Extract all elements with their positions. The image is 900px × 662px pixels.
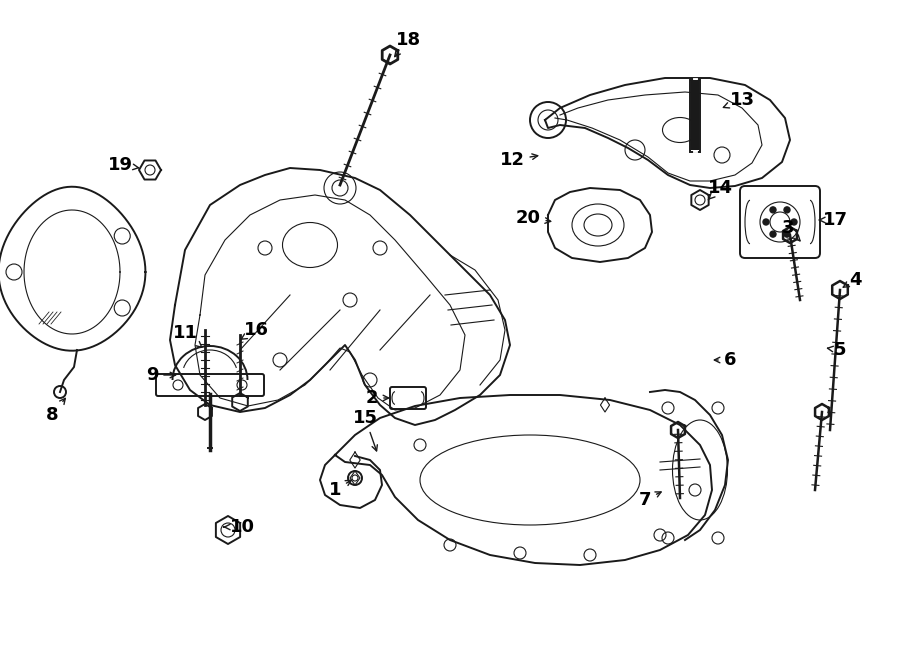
Text: 16: 16 xyxy=(240,321,268,340)
Text: 4: 4 xyxy=(843,271,861,289)
Circle shape xyxy=(791,219,797,225)
Text: 9: 9 xyxy=(146,366,176,384)
Text: 14: 14 xyxy=(707,179,733,200)
Circle shape xyxy=(770,207,776,213)
Text: 18: 18 xyxy=(395,31,420,57)
Text: 13: 13 xyxy=(724,91,754,109)
Text: 10: 10 xyxy=(224,518,255,536)
Text: 3: 3 xyxy=(782,219,800,241)
Circle shape xyxy=(763,219,769,225)
Text: 19: 19 xyxy=(107,156,139,174)
Text: 20: 20 xyxy=(516,209,551,227)
Text: 6: 6 xyxy=(715,351,736,369)
Text: 5: 5 xyxy=(827,341,846,359)
Circle shape xyxy=(770,231,776,237)
Bar xyxy=(690,80,700,152)
Circle shape xyxy=(784,231,790,237)
Circle shape xyxy=(784,207,790,213)
Text: 15: 15 xyxy=(353,409,377,451)
Text: 12: 12 xyxy=(500,151,537,169)
Text: 7: 7 xyxy=(639,491,662,509)
Text: 8: 8 xyxy=(46,399,66,424)
Text: 1: 1 xyxy=(328,480,351,499)
Text: 2: 2 xyxy=(365,389,389,407)
Text: 17: 17 xyxy=(819,211,848,229)
Text: 11: 11 xyxy=(173,324,202,348)
